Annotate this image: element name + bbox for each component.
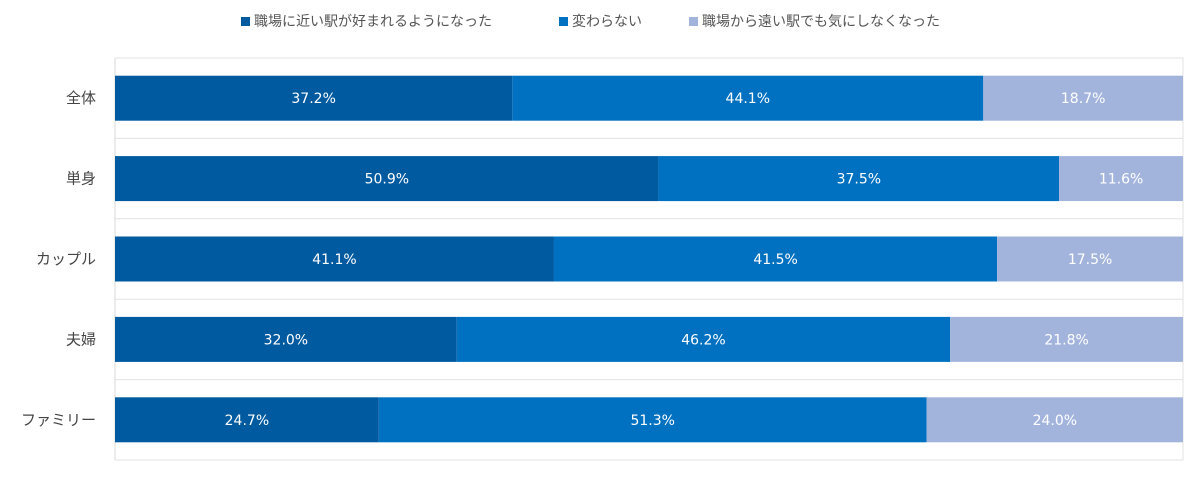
data-label: 17.5% xyxy=(1068,252,1112,268)
bar-segment xyxy=(456,316,951,362)
bar-segment xyxy=(983,75,1183,121)
data-label: 51.3% xyxy=(630,413,674,429)
bar-segment xyxy=(1059,156,1183,202)
legend-entry: 職場から遠い駅でも気にしなくなった xyxy=(702,14,940,30)
legend-entry: 変わらない xyxy=(572,13,642,30)
data-label: 50.9% xyxy=(365,172,409,188)
bar-segment xyxy=(115,397,379,443)
legend-swatch xyxy=(241,17,250,26)
bar-segment xyxy=(950,316,1183,362)
data-label: 21.8% xyxy=(1044,332,1088,348)
data-label: 37.2% xyxy=(291,91,335,107)
bar-segment xyxy=(378,397,927,443)
legend-entry: 職場に近い駅が好まれるようになった xyxy=(254,14,492,30)
data-label: 44.1% xyxy=(726,91,770,107)
category-label: ファミリー xyxy=(21,411,96,429)
category-label: 全体 xyxy=(66,89,96,107)
bar-segment xyxy=(553,236,998,282)
legend-swatch xyxy=(559,17,568,26)
bar-segment xyxy=(512,75,984,121)
legend: 職場に近い駅が好まれるようになった 変わらない 職場から遠い駅でも気にしなくなった xyxy=(241,13,940,30)
bar-segment xyxy=(115,75,513,121)
category-label: カップル xyxy=(36,250,96,268)
data-label: 11.6% xyxy=(1099,172,1143,188)
category-label: 夫婦 xyxy=(66,330,96,348)
category-label: 単身 xyxy=(66,170,96,188)
bars: 37.2% 44.1% 18.7% 50.9% 37.5% 11.6% 41.1% 41.5%… xyxy=(115,75,1183,443)
grid-lines xyxy=(114,57,1184,461)
bar-segment xyxy=(115,156,659,202)
bar-segment xyxy=(115,236,554,282)
data-label: 37.5% xyxy=(837,172,881,188)
data-label: 18.7% xyxy=(1061,91,1105,107)
data-label: 46.2% xyxy=(681,332,725,348)
bar-segment xyxy=(926,397,1183,443)
bar-segment xyxy=(115,316,457,362)
data-label: 32.0% xyxy=(264,332,308,348)
bar-segment xyxy=(997,236,1183,282)
legend-swatch xyxy=(689,17,698,26)
bar-segment xyxy=(658,156,1060,202)
data-label: 24.0% xyxy=(1033,413,1077,429)
data-label: 41.5% xyxy=(753,252,797,268)
data-label: 24.7% xyxy=(225,413,269,429)
data-label: 41.1% xyxy=(312,252,356,268)
